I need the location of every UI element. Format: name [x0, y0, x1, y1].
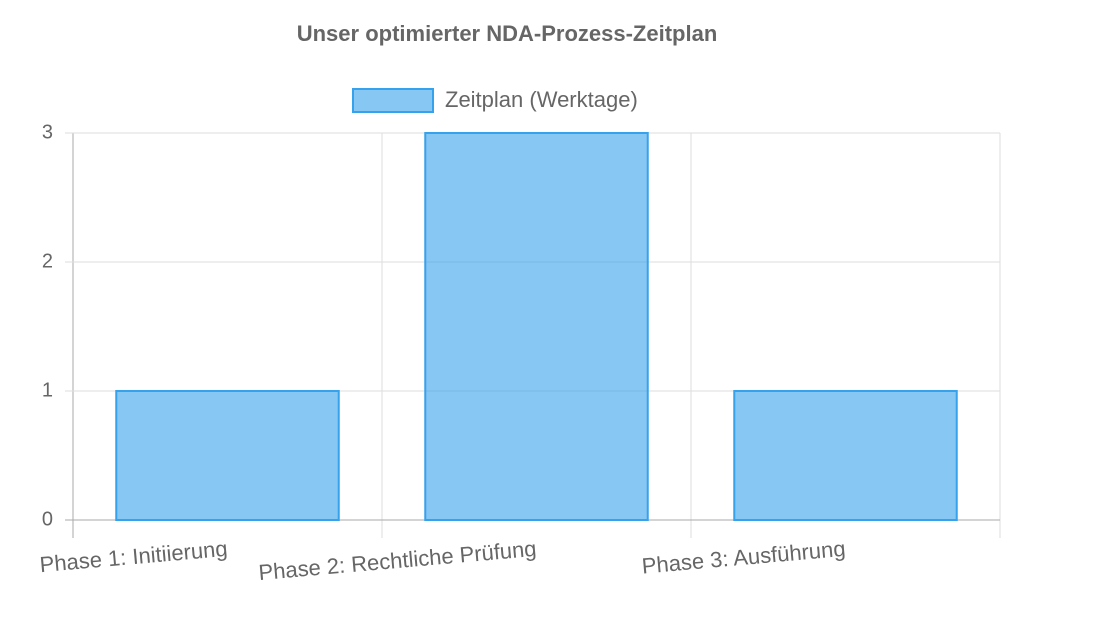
y-tick-label: 3 [42, 121, 53, 143]
legend-label: Zeitplan (Werktage) [445, 87, 638, 112]
bar [733, 390, 958, 521]
y-tick-label: 2 [42, 250, 53, 272]
x-tick-label: Phase 1: Initiierung [39, 536, 229, 577]
y-tick-label: 0 [42, 508, 53, 530]
chart-title: Unser optimierter NDA-Prozess-Zeitplan [297, 21, 718, 46]
bar [424, 132, 649, 521]
y-tick-label: 1 [42, 379, 53, 401]
x-tick-label: Phase 3: Ausführung [641, 536, 847, 579]
bar [115, 390, 340, 521]
x-tick-label: Phase 2: Rechtliche Prüfung [257, 536, 537, 585]
legend-swatch [352, 88, 434, 113]
